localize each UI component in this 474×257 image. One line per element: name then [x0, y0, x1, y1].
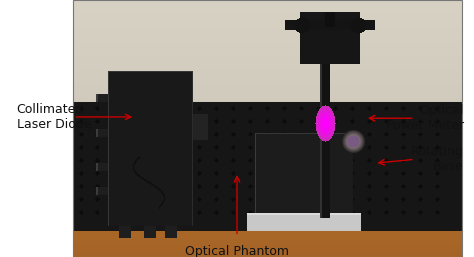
Bar	[73, 0, 462, 257]
Text: Optical Phantom: Optical Phantom	[185, 245, 289, 257]
Text: Collimated
Laser Diode: Collimated Laser Diode	[17, 103, 91, 131]
Text: Optical
Power Meter: Optical Power Meter	[385, 104, 464, 132]
Text: Rotating
Base: Rotating Base	[411, 145, 464, 173]
